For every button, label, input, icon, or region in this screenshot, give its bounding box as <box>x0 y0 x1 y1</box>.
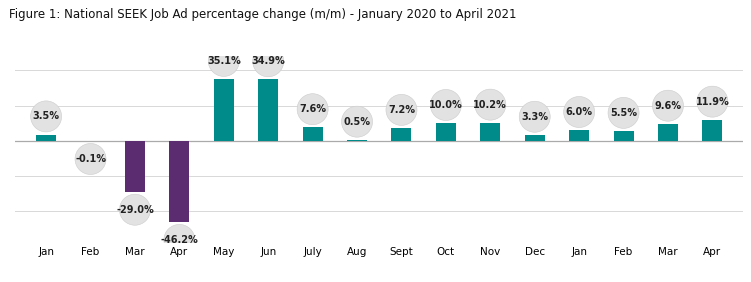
Bar <box>481 123 500 141</box>
Ellipse shape <box>697 86 728 117</box>
Bar <box>702 120 722 141</box>
Text: -0.1%: -0.1% <box>75 154 106 164</box>
Text: -29.0%: -29.0% <box>116 205 154 215</box>
Ellipse shape <box>430 89 461 120</box>
Ellipse shape <box>208 45 240 76</box>
Bar <box>36 135 56 141</box>
Bar <box>170 141 189 222</box>
Text: 5.5%: 5.5% <box>610 108 637 118</box>
Ellipse shape <box>31 101 62 132</box>
Ellipse shape <box>252 46 284 77</box>
Ellipse shape <box>297 94 328 125</box>
Text: 6.0%: 6.0% <box>566 107 593 117</box>
Bar <box>436 123 456 141</box>
Text: 11.9%: 11.9% <box>695 97 729 107</box>
Bar <box>214 79 234 141</box>
Bar <box>258 80 278 141</box>
Bar <box>347 140 367 141</box>
Bar <box>569 130 589 141</box>
Text: 3.3%: 3.3% <box>521 112 548 122</box>
Ellipse shape <box>164 224 195 255</box>
Bar <box>614 131 634 141</box>
Bar <box>303 127 323 141</box>
Bar <box>125 141 145 191</box>
Ellipse shape <box>342 106 372 137</box>
Ellipse shape <box>75 144 106 175</box>
Text: 34.9%: 34.9% <box>252 56 285 66</box>
Ellipse shape <box>386 94 417 125</box>
Ellipse shape <box>564 96 595 127</box>
Text: 10.2%: 10.2% <box>473 100 507 110</box>
Text: 0.5%: 0.5% <box>343 117 370 127</box>
Text: -46.2%: -46.2% <box>161 235 198 245</box>
Text: 35.1%: 35.1% <box>207 56 240 66</box>
Text: 3.5%: 3.5% <box>32 111 59 122</box>
Bar <box>525 135 544 141</box>
Ellipse shape <box>519 101 550 132</box>
Bar <box>658 124 678 141</box>
Ellipse shape <box>119 194 150 225</box>
Text: 10.0%: 10.0% <box>429 100 463 110</box>
Ellipse shape <box>475 89 506 120</box>
Text: 9.6%: 9.6% <box>654 101 681 111</box>
Text: 7.6%: 7.6% <box>299 104 326 114</box>
Text: 7.2%: 7.2% <box>388 105 415 115</box>
Ellipse shape <box>608 97 639 128</box>
Ellipse shape <box>653 90 683 121</box>
Text: Figure 1: National SEEK Job Ad percentage change (m/m) - January 2020 to April 2: Figure 1: National SEEK Job Ad percentag… <box>9 8 517 21</box>
Bar <box>391 128 412 141</box>
